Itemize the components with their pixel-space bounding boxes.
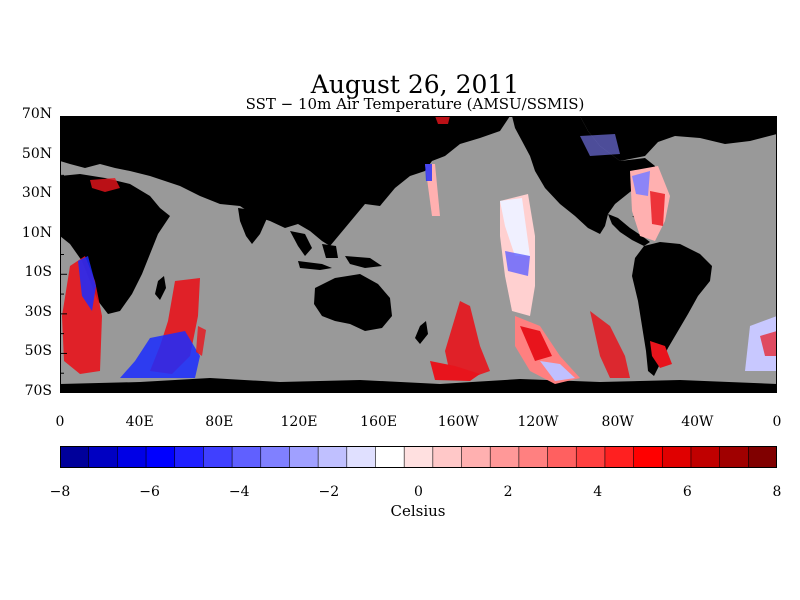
- colorbar: [60, 446, 777, 468]
- lat-label: 30N: [21, 185, 52, 202]
- colorbar-segment: [346, 446, 376, 468]
- map-title: August 26, 2011: [310, 70, 520, 99]
- colorbar-tick-label: −4: [228, 484, 250, 500]
- lat-label: 50S: [24, 343, 52, 360]
- colorbar-segment: [518, 446, 549, 468]
- colorbar-segment: [60, 446, 90, 468]
- colorbar-segment: [748, 446, 777, 468]
- lon-label: 120E: [280, 414, 318, 430]
- colorbar-segment: [117, 446, 147, 468]
- map-subtitle: SST − 10m Air Temperature (AMSU/SSMIS): [245, 95, 585, 113]
- lat-label: 30S: [24, 303, 52, 320]
- colorbar-segment: [604, 446, 635, 468]
- colorbar-segment: [375, 446, 405, 468]
- lat-label: 70S: [24, 383, 52, 399]
- colorbar-tick-label: 6: [682, 484, 692, 500]
- colorbar-tick-label: −6: [139, 484, 160, 500]
- colorbar-tick-label: −8: [49, 484, 71, 500]
- colorbar-tick-label: 2: [503, 484, 513, 500]
- lat-label: 70N: [21, 106, 52, 122]
- colorbar-segment: [690, 446, 721, 468]
- lat-label: 10S: [24, 264, 52, 281]
- colorbar-segment: [576, 446, 606, 468]
- colorbar-border: [60, 446, 777, 468]
- sst-map: [60, 116, 777, 393]
- colorbar-segment: [633, 446, 663, 468]
- lon-label: 160E: [360, 414, 398, 430]
- colorbar-segment: [289, 446, 319, 468]
- colorbar-tick-label: −2: [318, 484, 340, 500]
- land-masses: [60, 116, 777, 393]
- colorbar-segment: [719, 446, 749, 468]
- lon-label: 80W: [601, 414, 634, 430]
- lon-label: 40W: [681, 414, 714, 430]
- lat-label: 10N: [21, 224, 52, 241]
- colorbar-segment: [404, 446, 434, 468]
- lat-label: 50N: [21, 145, 52, 162]
- lon-label: 0: [772, 414, 782, 430]
- colorbar-segment: [662, 446, 692, 468]
- colorbar-segment: [318, 446, 348, 468]
- colorbar-segment: [203, 446, 233, 468]
- lon-label: 40E: [125, 414, 154, 430]
- colorbar-tick-label: 4: [593, 484, 603, 500]
- colorbar-tick-label: 0: [414, 484, 423, 500]
- lon-label: 80E: [205, 414, 234, 430]
- colorbar-unit: Celsius: [390, 502, 446, 520]
- data-swaths: [62, 116, 777, 384]
- colorbar-segment: [174, 446, 204, 468]
- colorbar-segment: [146, 446, 176, 468]
- lon-label: 0: [55, 414, 65, 430]
- colorbar-segment: [88, 446, 118, 468]
- colorbar-segment: [547, 446, 577, 468]
- axis-ticks: [60, 116, 777, 393]
- colorbar-tick-label: 8: [772, 484, 782, 500]
- colorbar-segment: [461, 446, 491, 468]
- colorbar-segment: [490, 446, 520, 468]
- lon-label: 160W: [437, 414, 479, 430]
- colorbar-segment: [232, 446, 262, 468]
- lon-label: 120W: [517, 414, 559, 430]
- colorbar-segment: [432, 446, 463, 468]
- colorbar-segment: [260, 446, 290, 468]
